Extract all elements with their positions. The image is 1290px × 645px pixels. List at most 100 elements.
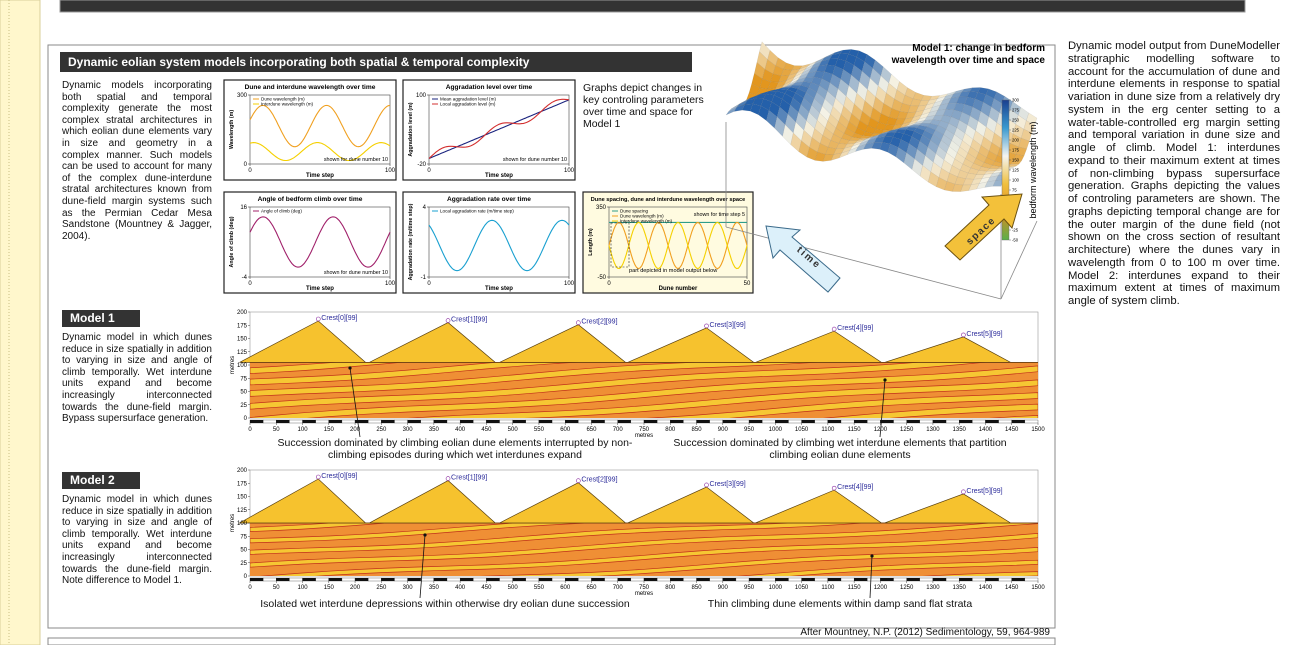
crest-label: Crest[4][99] <box>837 325 873 332</box>
crest-label: Crest[3][99] <box>710 322 746 329</box>
crest-label: Crest[5][99] <box>966 488 1002 495</box>
scale-bar-segment <box>710 578 723 581</box>
scale-bar-segment <box>907 578 920 581</box>
x-axis-label: Time step <box>485 286 513 292</box>
scale-bar-segment <box>644 578 657 581</box>
scale-bar-segment <box>316 578 329 581</box>
y-axis-label: Aggradation rate (m/time step) <box>408 203 414 280</box>
scale-bar-segment <box>762 578 775 581</box>
x-tick-label: 50 <box>273 585 280 591</box>
y-tick-label: 175 <box>237 323 248 329</box>
scale-bar-segment <box>657 420 670 423</box>
scale-bar-segment <box>289 578 302 581</box>
scale-bar-segment <box>526 420 539 423</box>
scale-bar-segment <box>618 578 631 581</box>
y-tick-label: 150 <box>237 495 248 501</box>
scale-bar-segment <box>828 420 841 423</box>
scale-bar-segment <box>959 420 972 423</box>
x-tick-label: 100 <box>385 168 396 174</box>
x-tick-label: 1400 <box>979 585 993 591</box>
scale-bar-segment <box>749 578 762 581</box>
x-tick-label: 50 <box>273 427 280 433</box>
scale-bar-segment <box>749 420 762 423</box>
crest-label: Crest[2][99] <box>581 319 617 326</box>
colorbar-tick-label: 150 <box>1012 158 1020 163</box>
x-tick-label: 900 <box>718 585 729 591</box>
x-tick-label: 1300 <box>926 427 940 433</box>
scale-bar-segment <box>263 578 276 581</box>
graph-note: shown for dune number 10 <box>324 270 388 276</box>
scale-bar-segment <box>368 420 381 423</box>
x-tick-label: 600 <box>560 427 571 433</box>
scale-bar-segment <box>880 578 893 581</box>
scale-bar-segment <box>683 420 696 423</box>
x-tick-label: 550 <box>534 427 545 433</box>
header-bar <box>60 0 1245 12</box>
x-tick-label: 1350 <box>953 585 967 591</box>
x-tick-label: 250 <box>376 585 387 591</box>
scale-bar-segment <box>381 578 394 581</box>
legend-label: Interdune wavelength (m) <box>620 219 673 224</box>
x-tick-label: 1400 <box>979 427 993 433</box>
x-axis-label: metres <box>635 591 653 597</box>
x-tick-label: 400 <box>455 427 466 433</box>
graph-note: shown for dune number 10 <box>324 157 388 163</box>
colorbar-tick-label: 225 <box>1012 128 1020 133</box>
scale-bar-segment <box>591 420 604 423</box>
colorbar-tick-label: 100 <box>1012 178 1020 183</box>
colorbar-tick-label: 125 <box>1012 168 1020 173</box>
scale-bar-segment <box>907 420 920 423</box>
crest-label: Crest[3][99] <box>710 481 746 488</box>
x-tick-label: 650 <box>586 585 597 591</box>
y-tick-label: 200 <box>237 468 248 474</box>
scale-bar-segment <box>434 420 447 423</box>
model-label: Model 1 <box>62 310 140 327</box>
scale-bar-segment <box>775 578 788 581</box>
x-tick-label: 400 <box>455 585 466 591</box>
scale-bar-segment <box>552 420 565 423</box>
x-tick-label: 1000 <box>769 427 783 433</box>
pointer-dot <box>870 554 873 557</box>
scale-bar-segment <box>1025 578 1038 581</box>
x-tick-label: 450 <box>481 585 492 591</box>
x-tick-label: 1200 <box>874 585 888 591</box>
crest-label: Crest[4][99] <box>837 484 873 491</box>
y-tick-label: 100 <box>237 521 248 527</box>
scale-bar-segment <box>933 578 946 581</box>
x-tick-label: 550 <box>534 585 545 591</box>
scale-bar-segment <box>394 578 407 581</box>
x-tick-label: 200 <box>350 585 361 591</box>
x-tick-label: 900 <box>718 427 729 433</box>
legend-label: Angle of climb (deg) <box>261 209 302 214</box>
legend-label: Local aggradation rate (m/time step) <box>440 209 514 214</box>
scale-bar-segment <box>355 578 368 581</box>
scale-bar-segment <box>999 578 1012 581</box>
scale-bar-segment <box>368 578 381 581</box>
x-axis-label: Time step <box>306 173 334 179</box>
x-tick-label: 450 <box>481 427 492 433</box>
scale-bar-segment <box>447 578 460 581</box>
graphs-caption: Graphs depict changes in key controling … <box>583 82 718 130</box>
scale-bar-segment <box>683 578 696 581</box>
scale-bar-segment <box>1025 420 1038 423</box>
section-caption: Isolated wet interdune depressions withi… <box>245 598 645 610</box>
graph-title: Aggradation rate over time <box>447 196 531 203</box>
x-tick-label: 150 <box>324 427 335 433</box>
scale-bar-segment <box>802 578 815 581</box>
scale-bar-segment <box>408 578 421 581</box>
scale-bar-segment <box>815 420 828 423</box>
scale-bar-segment <box>670 420 683 423</box>
x-tick-label: 950 <box>744 585 755 591</box>
section-caption: Thin climbing dune elements within damp … <box>670 598 1010 610</box>
y-tick-label: 100 <box>416 93 427 99</box>
scale-bar-segment <box>670 578 683 581</box>
scale-bar-segment <box>381 420 394 423</box>
scale-bar-segment <box>513 420 526 423</box>
y-axis-label: Aggradation level (m) <box>408 102 414 156</box>
x-tick-label: 800 <box>665 427 676 433</box>
scale-bar-segment <box>500 420 513 423</box>
y-axis-label: Length (m) <box>588 228 594 256</box>
graph-note: shown for dune number 10 <box>503 157 567 163</box>
y-tick-label: 300 <box>237 93 248 99</box>
scale-bar-segment <box>644 420 657 423</box>
